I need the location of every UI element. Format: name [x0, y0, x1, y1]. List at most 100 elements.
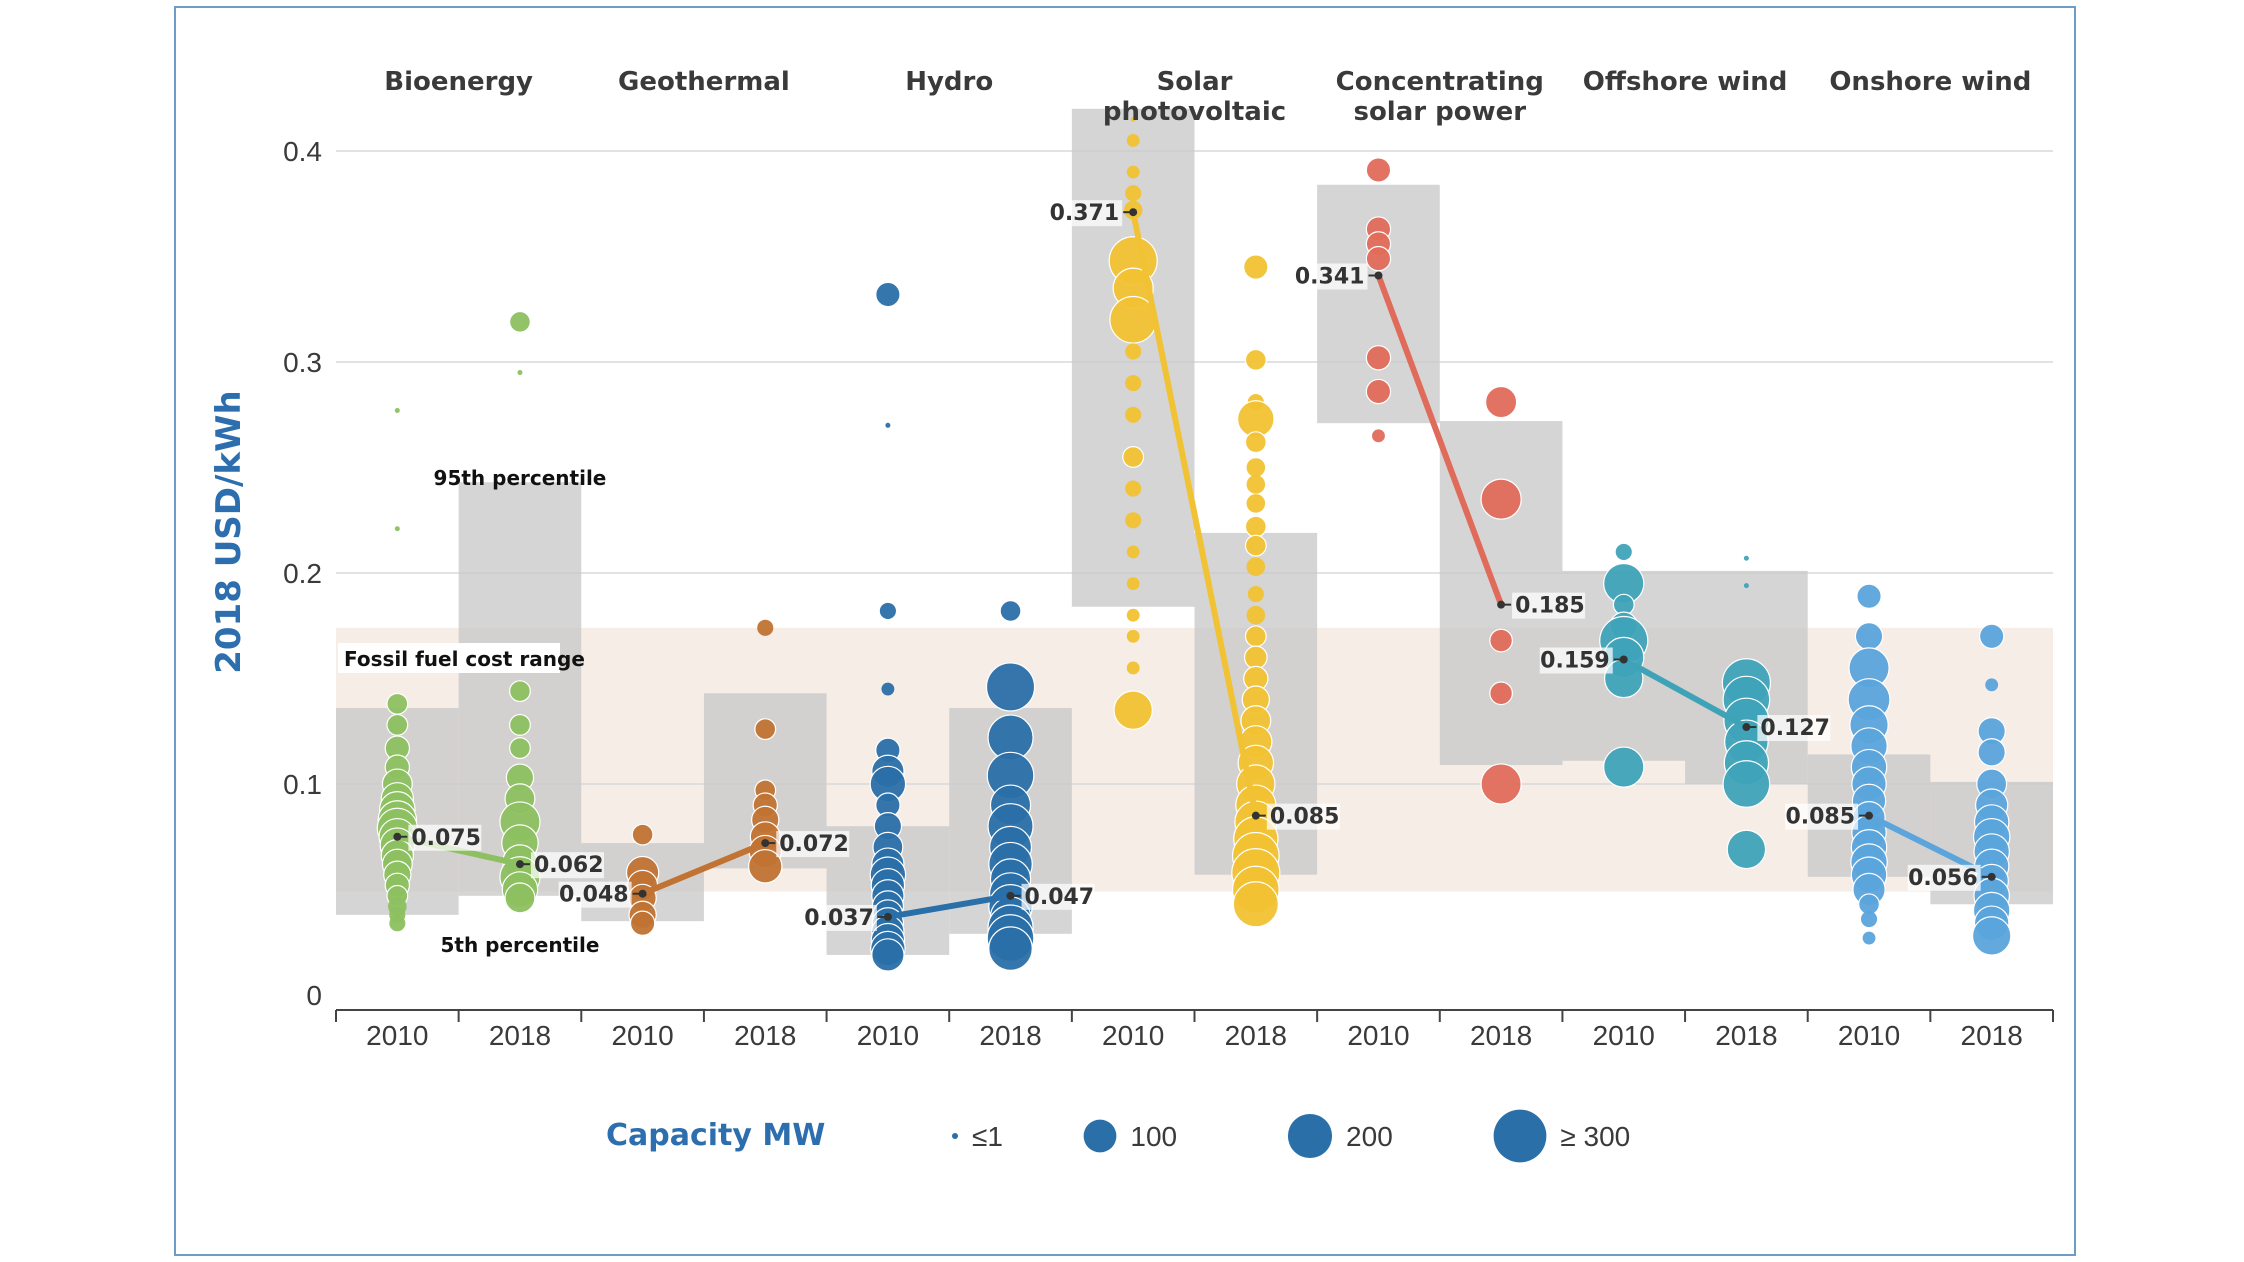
project-point [1862, 931, 1876, 945]
project-point [386, 692, 409, 715]
project-point [1244, 625, 1267, 648]
technology-header-line: Hydro [905, 67, 993, 97]
project-point [1126, 629, 1140, 643]
weighted-average-label-bg [1757, 715, 1831, 742]
project-point [1484, 385, 1518, 419]
project-point [1743, 555, 1749, 561]
weighted-average-label: 0.048 [559, 883, 629, 908]
weighted-average-line [1375, 272, 1505, 608]
project-point [1125, 512, 1142, 529]
project-point [1125, 406, 1142, 423]
technology-header-line: photovoltaic [1103, 97, 1286, 127]
y-tick-label: 0.2 [283, 558, 322, 589]
project-point [1856, 583, 1882, 609]
project-point [1246, 475, 1266, 494]
y-tick-label: 0.3 [283, 347, 322, 378]
chart-frame [174, 6, 2076, 1256]
project-point [1246, 458, 1266, 477]
weighted-average-label-bg [803, 904, 877, 931]
project-point [1232, 881, 1279, 928]
project-point [509, 737, 531, 760]
project-point [1372, 429, 1385, 443]
x-tick-label: 2010 [857, 1020, 919, 1051]
project-point [879, 602, 896, 620]
technology-header-line: Onshore wind [1829, 67, 2031, 97]
technology-header: Solar photovoltaic [1103, 67, 1286, 127]
project-point [1365, 378, 1392, 405]
technology-header: Geothermal [618, 67, 790, 97]
project-point [1489, 628, 1513, 653]
x-tick-label: 2010 [1838, 1020, 1900, 1051]
project-point [1126, 577, 1140, 590]
weighted-average-label-bg [1512, 592, 1586, 619]
legend-title: Capacity MW [606, 1118, 825, 1153]
project-point [394, 526, 400, 532]
project-point [1122, 445, 1145, 468]
project-point [1244, 534, 1267, 557]
project-point [1603, 746, 1645, 788]
p95-annotation: 95th percentile [434, 466, 607, 490]
project-point [1365, 345, 1392, 371]
weighted-average-label: 0.341 [1295, 264, 1365, 289]
project-point [1480, 478, 1522, 520]
project-point [509, 713, 531, 736]
project-point [1126, 608, 1140, 622]
project-point [1985, 678, 1999, 692]
project-point [1126, 545, 1140, 559]
project-point [1125, 343, 1142, 360]
legend-swatch [1493, 1109, 1547, 1163]
legend-label: ≤1 [972, 1121, 1003, 1152]
x-tick-label: 2018 [1470, 1020, 1532, 1051]
project-point [988, 926, 1033, 971]
project-point [629, 910, 656, 936]
project-point [1365, 245, 1392, 272]
weighted-average-label: 0.085 [1785, 805, 1855, 830]
project-point [509, 310, 531, 333]
weighted-average-label-bg [1907, 864, 1981, 891]
technology-header-line: Concentrating [1336, 67, 1544, 97]
weighted-average-label: 0.056 [1908, 866, 1978, 891]
x-tick-label: 2018 [489, 1020, 551, 1051]
y-tick-label: 0 [306, 980, 322, 1011]
fossil-fuel-range-label: Fossil fuel cost range [344, 647, 585, 671]
technology-header-line: Offshore wind [1583, 67, 1788, 97]
project-point [754, 718, 777, 741]
project-point [1978, 623, 2005, 650]
weighted-average-label-bg [1785, 803, 1859, 830]
project-point [1113, 690, 1153, 730]
legend-label: 100 [1130, 1121, 1177, 1152]
project-point [1854, 622, 1884, 651]
weighted-average-label-bg [530, 852, 604, 879]
project-point [1743, 583, 1749, 589]
project-point [999, 600, 1022, 622]
x-tick-label: 2010 [366, 1020, 428, 1051]
weighted-average-label-bg [1049, 200, 1123, 227]
x-tick-label: 2018 [734, 1020, 796, 1051]
project-point [1126, 165, 1140, 179]
weighted-average-label: 0.159 [1540, 649, 1610, 674]
project-point [747, 849, 783, 884]
technology-header: Concentrating solar power [1336, 67, 1544, 127]
project-point [1126, 661, 1140, 675]
technology-header-line: Solar [1157, 67, 1233, 97]
project-point [1125, 185, 1142, 202]
legend-swatch [1287, 1113, 1333, 1159]
technology-header-line: solar power [1353, 97, 1526, 127]
project-point [1126, 134, 1140, 147]
x-tick-label: 2010 [1102, 1020, 1164, 1051]
project-point [1244, 431, 1267, 454]
weighted-average-line [884, 892, 1014, 920]
project-point [394, 408, 400, 414]
project-point [509, 680, 531, 703]
project-point [1615, 543, 1632, 560]
project-point [885, 422, 891, 428]
project-point [631, 823, 654, 846]
project-point [517, 370, 523, 376]
y-tick-label: 0.4 [283, 136, 322, 167]
project-point [1130, 116, 1136, 122]
weighted-average-label: 0.075 [411, 826, 481, 851]
project-point [1246, 557, 1266, 576]
technology-header: Hydro [905, 67, 993, 97]
project-point [1365, 157, 1392, 183]
